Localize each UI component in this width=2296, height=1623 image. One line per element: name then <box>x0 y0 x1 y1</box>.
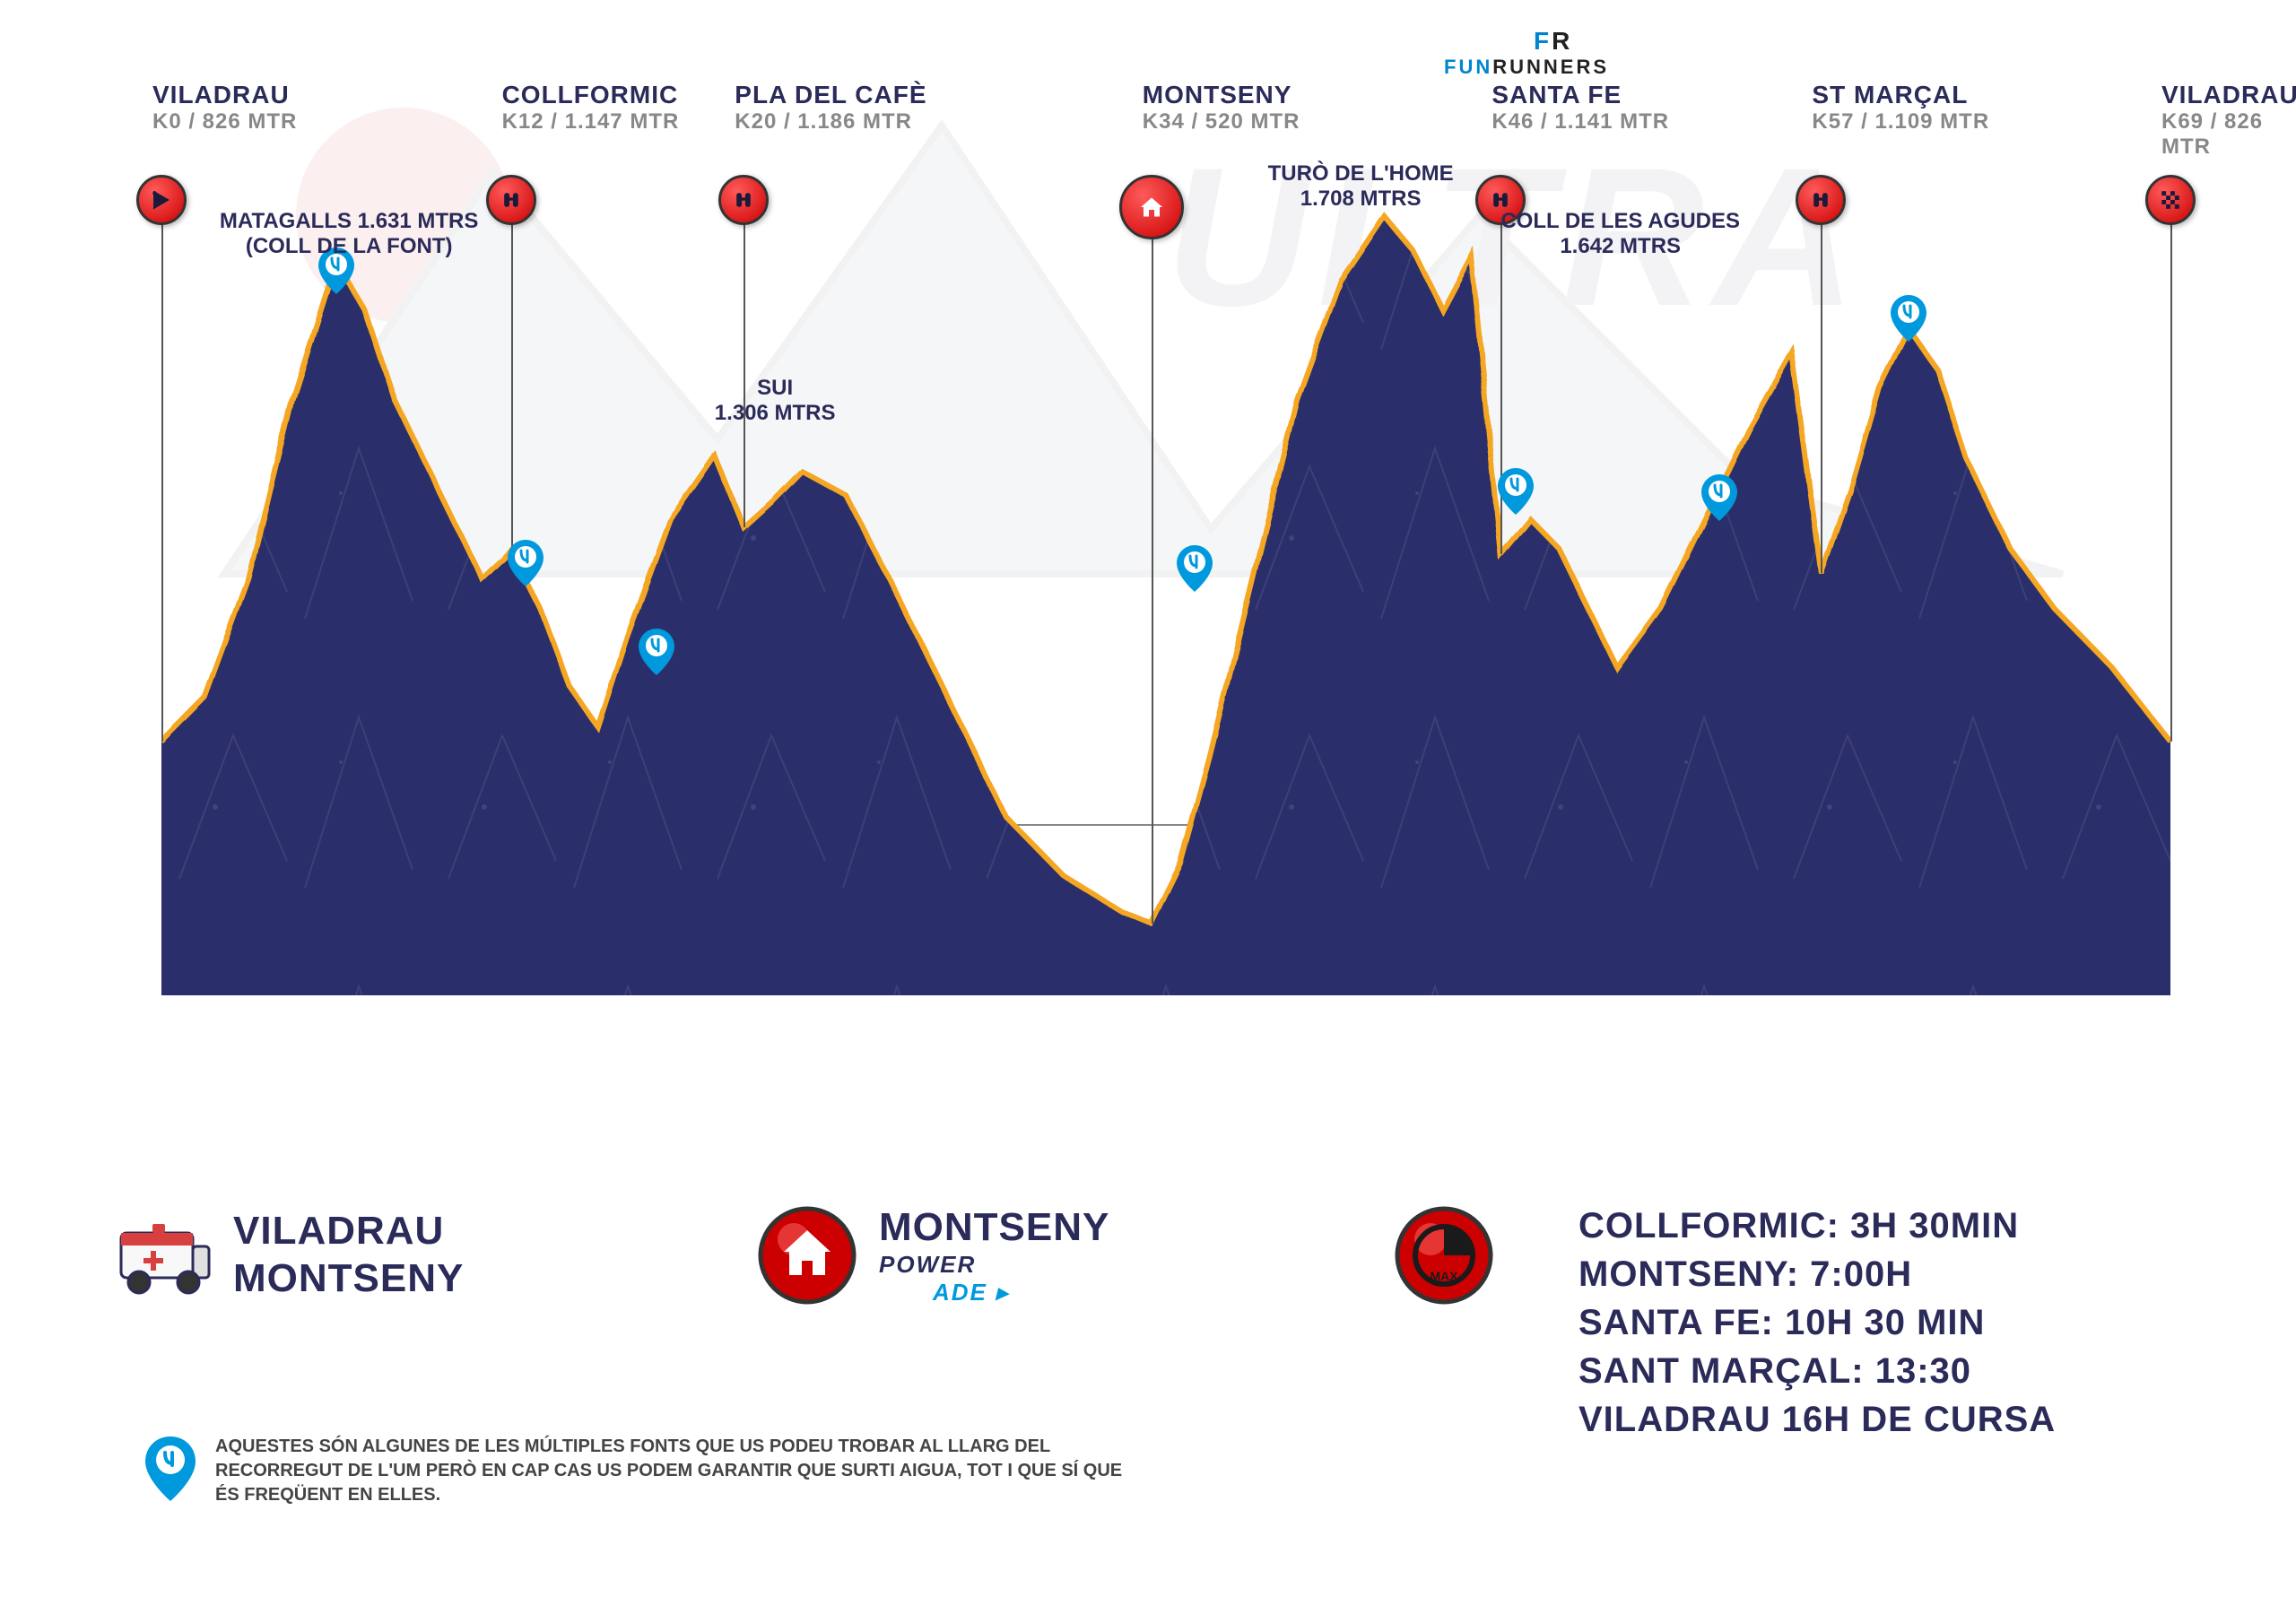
water-note-text: AQUESTES SÓN ALGUNES DE LES MÚLTIPLES FO… <box>215 1435 1130 1507</box>
water-marker-icon <box>1496 466 1535 516</box>
peak-label: MATAGALLS 1.631 MTRS (COLL DE LA FONT) <box>220 209 478 259</box>
peak-label: COLL DE LES AGUDES 1.642 MTRS <box>1500 209 1740 259</box>
checkpoint-line <box>2170 218 2172 742</box>
cutoff-times: COLLFORMIC: 3H 30MIN MONTSENY: 7:00H SAN… <box>1578 1202 2056 1444</box>
cutoff-row: SANT MARÇAL: 13:30 <box>1578 1347 2056 1395</box>
checkpoint-label: SANTA FE K46 / 1.141 MTR <box>1492 81 1669 135</box>
checkpoint-label: PLA DEL CAFÈ K20 / 1.186 MTR <box>735 81 926 135</box>
home-label: MONTSENY <box>879 1204 1109 1252</box>
sponsor-logo: FR FUNRUNNERS <box>1444 27 1609 79</box>
home-marker-icon <box>753 1202 861 1309</box>
water-marker-icon <box>506 538 545 588</box>
ambulance-block: VILADRAU MONTSENY <box>108 1202 464 1309</box>
max-time-icon: MAX <box>1390 1202 1498 1309</box>
cutoff-marker-icon-wrap: MAX <box>1390 1202 1498 1309</box>
checkpoint-line <box>161 218 163 742</box>
checkpoint-marker-binoculars <box>718 175 769 225</box>
water-note: AQUESTES SÓN ALGUNES DE LES MÚLTIPLES FO… <box>144 1435 1130 1507</box>
checkpoint-line <box>1152 232 1153 924</box>
elevation-chart: FR FUNRUNNERS VILADRAU K0 / 826 MTR COLL… <box>161 90 2170 1076</box>
svg-text:MAX: MAX <box>1430 1269 1458 1283</box>
checkpoint-label: VILADRAU K0 / 826 MTR <box>152 81 297 135</box>
checkpoint-line <box>744 218 745 527</box>
cutoff-row: COLLFORMIC: 3H 30MIN <box>1578 1202 2056 1250</box>
ambulance-label-1: VILADRAU <box>233 1208 464 1255</box>
water-pin-icon <box>144 1435 197 1507</box>
ambulance-label-2: MONTSENY <box>233 1255 464 1303</box>
cutoff-row: SANTA FE: 10H 30 MIN <box>1578 1298 2056 1347</box>
water-marker-icon <box>1700 473 1739 523</box>
powerade-logo: POWERADE ▸ <box>879 1251 1109 1306</box>
checkpoint-marker-binoculars <box>486 175 536 225</box>
peak-label: TURÒ DE L'HOME 1.708 MTRS <box>1268 161 1454 212</box>
water-marker-icon <box>1175 543 1214 594</box>
checkpoint-label: COLLFORMIC K12 / 1.147 MTR <box>502 81 680 135</box>
peak-label: SUI 1.306 MTRS <box>715 376 836 426</box>
water-marker-icon <box>1889 293 1928 343</box>
ambulance-icon <box>108 1202 215 1309</box>
checkpoint-marker-start <box>136 175 187 225</box>
checkpoint-label: VILADRAU K69 / 826 MTR <box>2161 81 2296 160</box>
home-aid-block: MONTSENY POWERADE ▸ <box>753 1202 1109 1309</box>
checkpoint-line <box>1821 218 1822 573</box>
checkpoint-line <box>511 218 513 551</box>
footer-area: VILADRAU MONTSENY MONTSENY POWERADE ▸ <box>108 1202 2188 1578</box>
checkpoint-marker-home <box>1119 175 1184 239</box>
cutoff-row: MONTSENY: 7:00H <box>1578 1250 2056 1298</box>
checkpoint-marker-finish <box>2145 175 2196 225</box>
checkpoint-label: MONTSENY K34 / 520 MTR <box>1143 81 1300 135</box>
cutoff-row: VILADRAU 16H DE CURSA <box>1578 1395 2056 1444</box>
checkpoint-label: ST MARÇAL K57 / 1.109 MTR <box>1812 81 1989 135</box>
water-marker-icon <box>637 627 676 677</box>
